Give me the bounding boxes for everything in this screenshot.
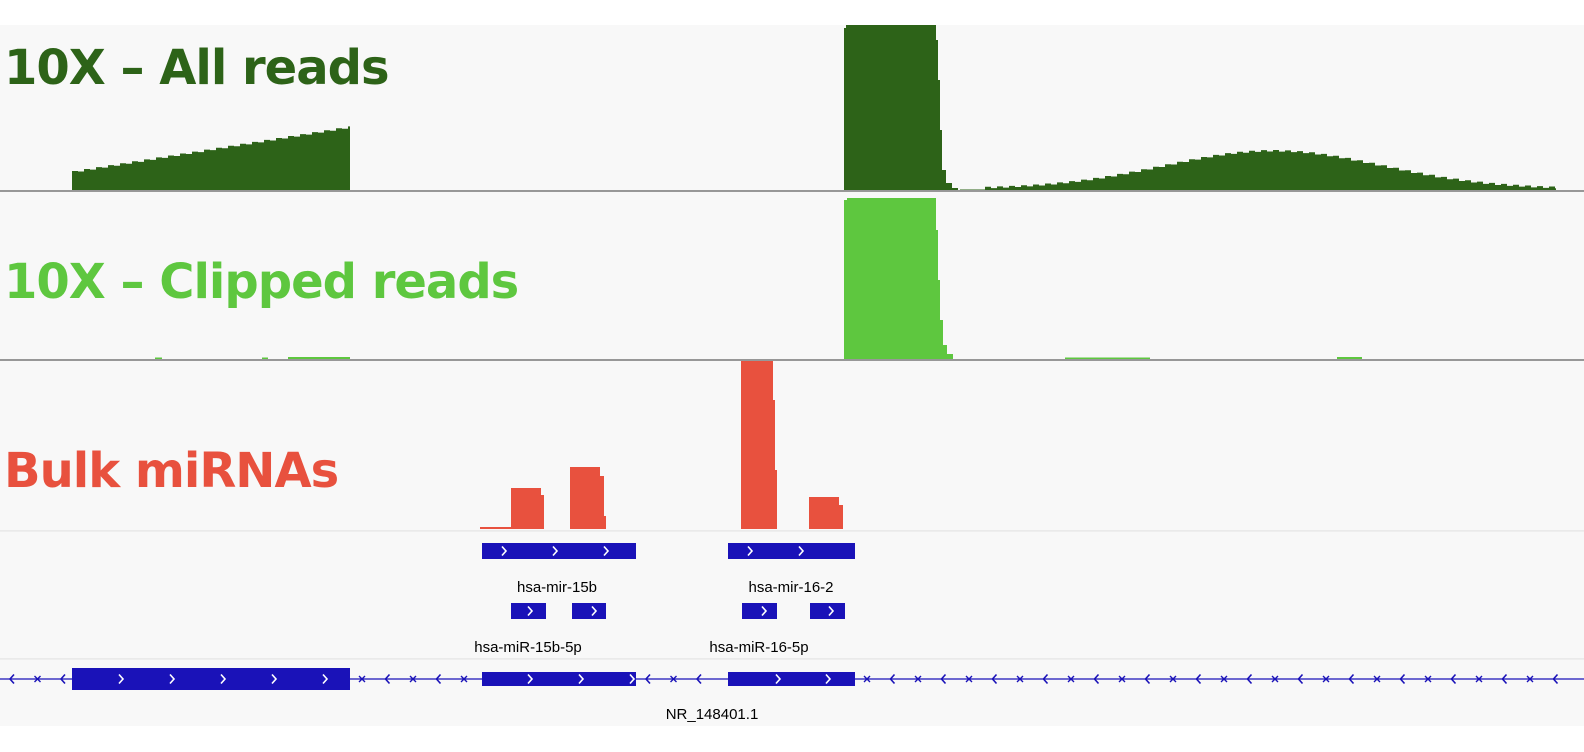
intron-glyph [59, 673, 66, 685]
chevron-glyph [578, 673, 585, 685]
mir-16-2-label[interactable]: hsa-mir-16-2 [748, 579, 834, 596]
chevron-glyph [220, 673, 227, 685]
intron-glyph [1271, 675, 1279, 683]
intron-glyph [889, 673, 896, 685]
intron-glyph [1246, 673, 1253, 685]
intron-glyph [1169, 675, 1177, 683]
chevron-glyph [761, 605, 768, 617]
intron-glyph [1042, 673, 1049, 685]
chevron-glyph [629, 673, 636, 685]
mir-15b-feature[interactable] [482, 543, 636, 559]
mir-15b-5p-feature[interactable] [572, 603, 606, 619]
bulk-mirnas-track[interactable] [0, 361, 1584, 531]
chevron-glyph [591, 605, 598, 617]
intron-glyph [965, 675, 973, 683]
chevron-glyph [271, 673, 278, 685]
intron-glyph [670, 675, 677, 683]
mir-16-5p-label[interactable]: hsa-miR-16-5p [709, 639, 809, 656]
intron-glyph [1348, 673, 1355, 685]
mir-16-5p-feature[interactable] [742, 603, 777, 619]
intron-glyph [1220, 675, 1228, 683]
intron-glyph [914, 675, 922, 683]
bulk-mirnas-track-title: Bulk miRNAs [4, 443, 339, 499]
intron-glyph [1118, 675, 1126, 683]
intron-glyph [1450, 673, 1457, 685]
intron-glyph [1144, 673, 1151, 685]
chevron-glyph [118, 673, 125, 685]
chevron-glyph [747, 545, 754, 557]
intron-glyph [34, 675, 41, 683]
host-gene-exon[interactable] [72, 668, 350, 690]
clipped-reads-track[interactable] [0, 192, 1584, 360]
chevron-glyph [527, 605, 534, 617]
mir-16-2-feature[interactable] [728, 543, 855, 559]
intron-glyph [1424, 675, 1432, 683]
intron-glyph [644, 673, 651, 685]
host-gene-exon[interactable] [482, 672, 636, 686]
host-gene-label[interactable]: NR_148401.1 [665, 706, 759, 723]
intron-glyph [1501, 673, 1508, 685]
intron-glyph [863, 675, 871, 683]
intron-glyph [1067, 675, 1075, 683]
intron-glyph [384, 673, 391, 685]
mir-15b-5p-label[interactable]: hsa-miR-15b-5p [474, 639, 582, 656]
feature-glyphs [0, 543, 1584, 690]
intron-glyph [1016, 675, 1024, 683]
mir-15b-5p-feature[interactable] [511, 603, 546, 619]
intron-glyph [940, 673, 947, 685]
chevron-glyph [825, 673, 832, 685]
chevron-glyph [798, 545, 805, 557]
chevron-glyph [828, 605, 835, 617]
intron-glyph [8, 673, 15, 685]
intron-glyph [1195, 673, 1202, 685]
intron-glyph [358, 675, 366, 683]
intron-glyph [435, 673, 442, 685]
chevron-glyph [169, 673, 176, 685]
intron-glyph [1399, 673, 1406, 685]
intron-glyph [1373, 675, 1381, 683]
intron-glyph [991, 673, 998, 685]
clipped-reads-track-title: 10X – Clipped reads [4, 254, 519, 310]
host-gene-exon[interactable] [728, 672, 855, 686]
mir-16-5p-feature[interactable] [810, 603, 845, 619]
intron-glyph [460, 675, 468, 683]
chevron-glyph [775, 673, 782, 685]
intron-glyph [695, 673, 702, 685]
mir-15b-label[interactable]: hsa-mir-15b [516, 579, 598, 596]
intron-glyph [1526, 675, 1534, 683]
all-reads-coverage [72, 25, 1556, 190]
intron-glyph [1322, 675, 1330, 683]
bulk-mirnas-coverage [480, 361, 843, 529]
intron-glyph [409, 675, 417, 683]
chevron-glyph [501, 545, 508, 557]
all-reads-track-title: 10X – All reads [4, 40, 390, 96]
intron-glyph [1552, 673, 1559, 685]
intron-glyph [1475, 675, 1483, 683]
intron-glyph [1297, 673, 1304, 685]
intron-glyph [1093, 673, 1100, 685]
chevron-glyph [552, 545, 559, 557]
chevron-glyph [322, 673, 329, 685]
chevron-glyph [603, 545, 610, 557]
chevron-glyph [527, 673, 534, 685]
